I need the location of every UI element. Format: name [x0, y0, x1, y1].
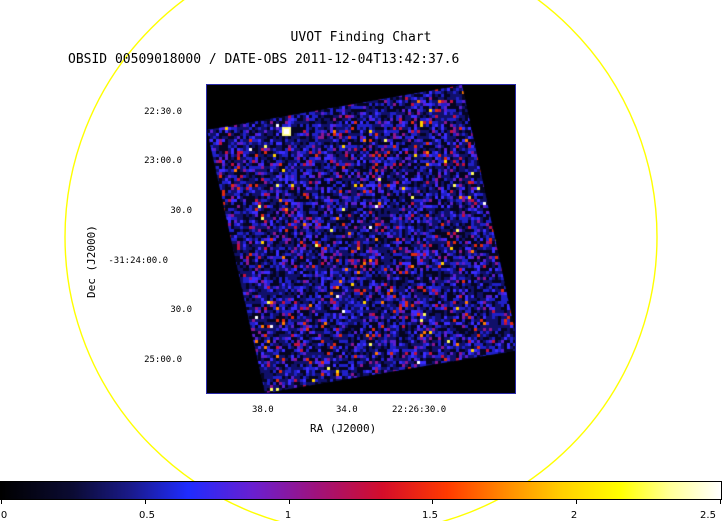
colorbar-tick	[289, 500, 290, 504]
dec-tick-label: -31:24:00.0	[108, 256, 168, 266]
colorbar-tick	[145, 500, 146, 504]
dec-tick-label: 30.0	[170, 206, 192, 216]
ra-tick-label: 34.0	[336, 405, 358, 415]
chart-subtitle: OBSID 00509018000 / DATE-OBS 2011-12-04T…	[68, 52, 460, 67]
sky-image	[206, 84, 516, 394]
dec-tick-label: 25:00.0	[144, 355, 182, 365]
colorbar-tick	[1, 500, 2, 504]
ra-tick-label: 38.0	[252, 405, 274, 415]
colorbar-tick-label: 0.5	[139, 510, 155, 521]
colorbar-tick	[720, 500, 721, 504]
x-axis-label: RA (J2000)	[310, 422, 377, 435]
colorbar-tick-label: 1.5	[422, 510, 438, 521]
colorbar	[0, 481, 722, 500]
colorbar-tick-label: 1	[284, 510, 292, 521]
colorbar-tick	[576, 500, 577, 504]
y-axis-label: Dec (J2000)	[85, 225, 98, 298]
sky-image-pixels	[207, 85, 515, 393]
colorbar-tick-label: 0	[0, 510, 8, 521]
colorbar-tick-label: 2.5	[700, 510, 716, 521]
dec-tick-label: 30.0	[170, 305, 192, 315]
colorbar-tick-label: 2	[570, 510, 578, 521]
colorbar-tick	[432, 500, 433, 504]
ra-tick-label: 22:26:30.0	[392, 405, 447, 415]
chart-title: UVOT Finding Chart	[290, 30, 432, 45]
dec-tick-label: 23:00.0	[144, 156, 182, 166]
dec-tick-label: 22:30.0	[144, 107, 182, 117]
